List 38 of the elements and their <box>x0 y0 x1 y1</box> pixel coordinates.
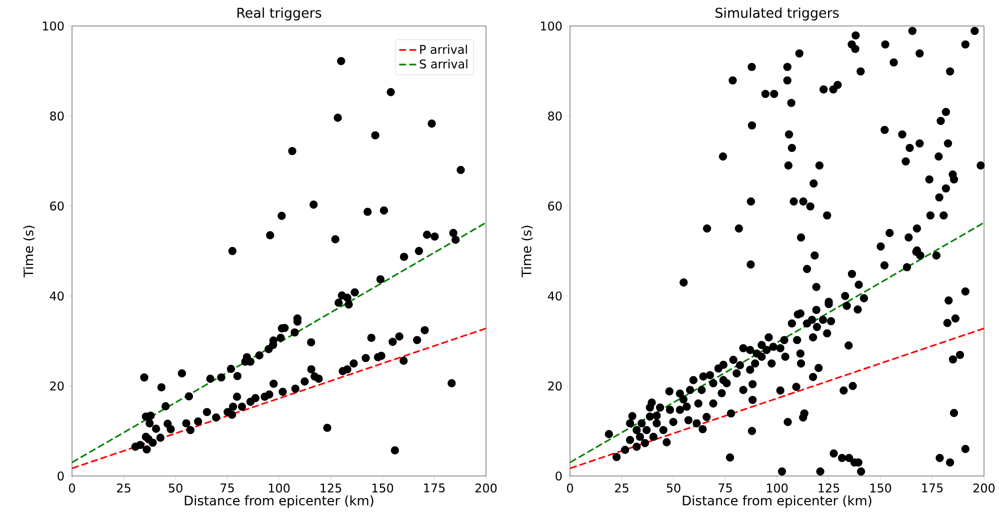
y-tick-label: 20 <box>548 381 562 391</box>
x-axis-title: Distance from epicenter (km) <box>184 495 374 508</box>
x-tick-label: 150 <box>870 484 892 493</box>
x-tick-label: 50 <box>666 484 680 493</box>
legend-label: P arrival <box>420 44 467 54</box>
y-tick-label: 80 <box>50 111 64 121</box>
y-tick-label: 0 <box>556 471 562 481</box>
x-tick-label: 175 <box>424 484 445 492</box>
x-tick-label: 125 <box>818 484 840 493</box>
legend-label: S arrival <box>420 59 468 68</box>
x-tick-label: 25 <box>117 484 130 493</box>
x-tick-label: 50 <box>168 484 182 493</box>
chart-title: Simulated triggers <box>716 7 839 20</box>
y-axis-title: Time (s) <box>521 226 533 278</box>
x-tick-label: 100 <box>766 484 788 493</box>
x-tick-label: 100 <box>268 484 290 493</box>
y-tick-label: 40 <box>548 291 562 301</box>
y-tick-label: 100 <box>540 21 562 31</box>
chart-title: Real triggers <box>237 7 322 20</box>
y-tick-label: 60 <box>548 201 562 211</box>
x-tick-label: 25 <box>615 484 628 493</box>
y-tick-label: 60 <box>50 201 64 211</box>
y-tick-label: 20 <box>50 381 64 391</box>
x-tick-label: 75 <box>220 484 234 492</box>
x-tick-label: 0 <box>566 484 574 493</box>
y-axis-title: Time (s) <box>23 226 35 278</box>
x-tick-label: 175 <box>922 484 943 492</box>
x-tick-label: 200 <box>475 484 497 493</box>
x-tick-label: 125 <box>320 484 342 493</box>
x-axis-title: Distance from epicenter (km) <box>682 495 872 508</box>
y-tick-label: 0 <box>58 471 64 481</box>
x-tick-label: 75 <box>718 484 732 492</box>
y-tick-label: 100 <box>42 21 64 31</box>
y-tick-label: 80 <box>548 111 562 121</box>
x-tick-label: 150 <box>372 484 394 493</box>
y-tick-label: 40 <box>50 291 64 301</box>
x-tick-label: 0 <box>68 484 76 493</box>
x-tick-label: 200 <box>973 484 995 493</box>
